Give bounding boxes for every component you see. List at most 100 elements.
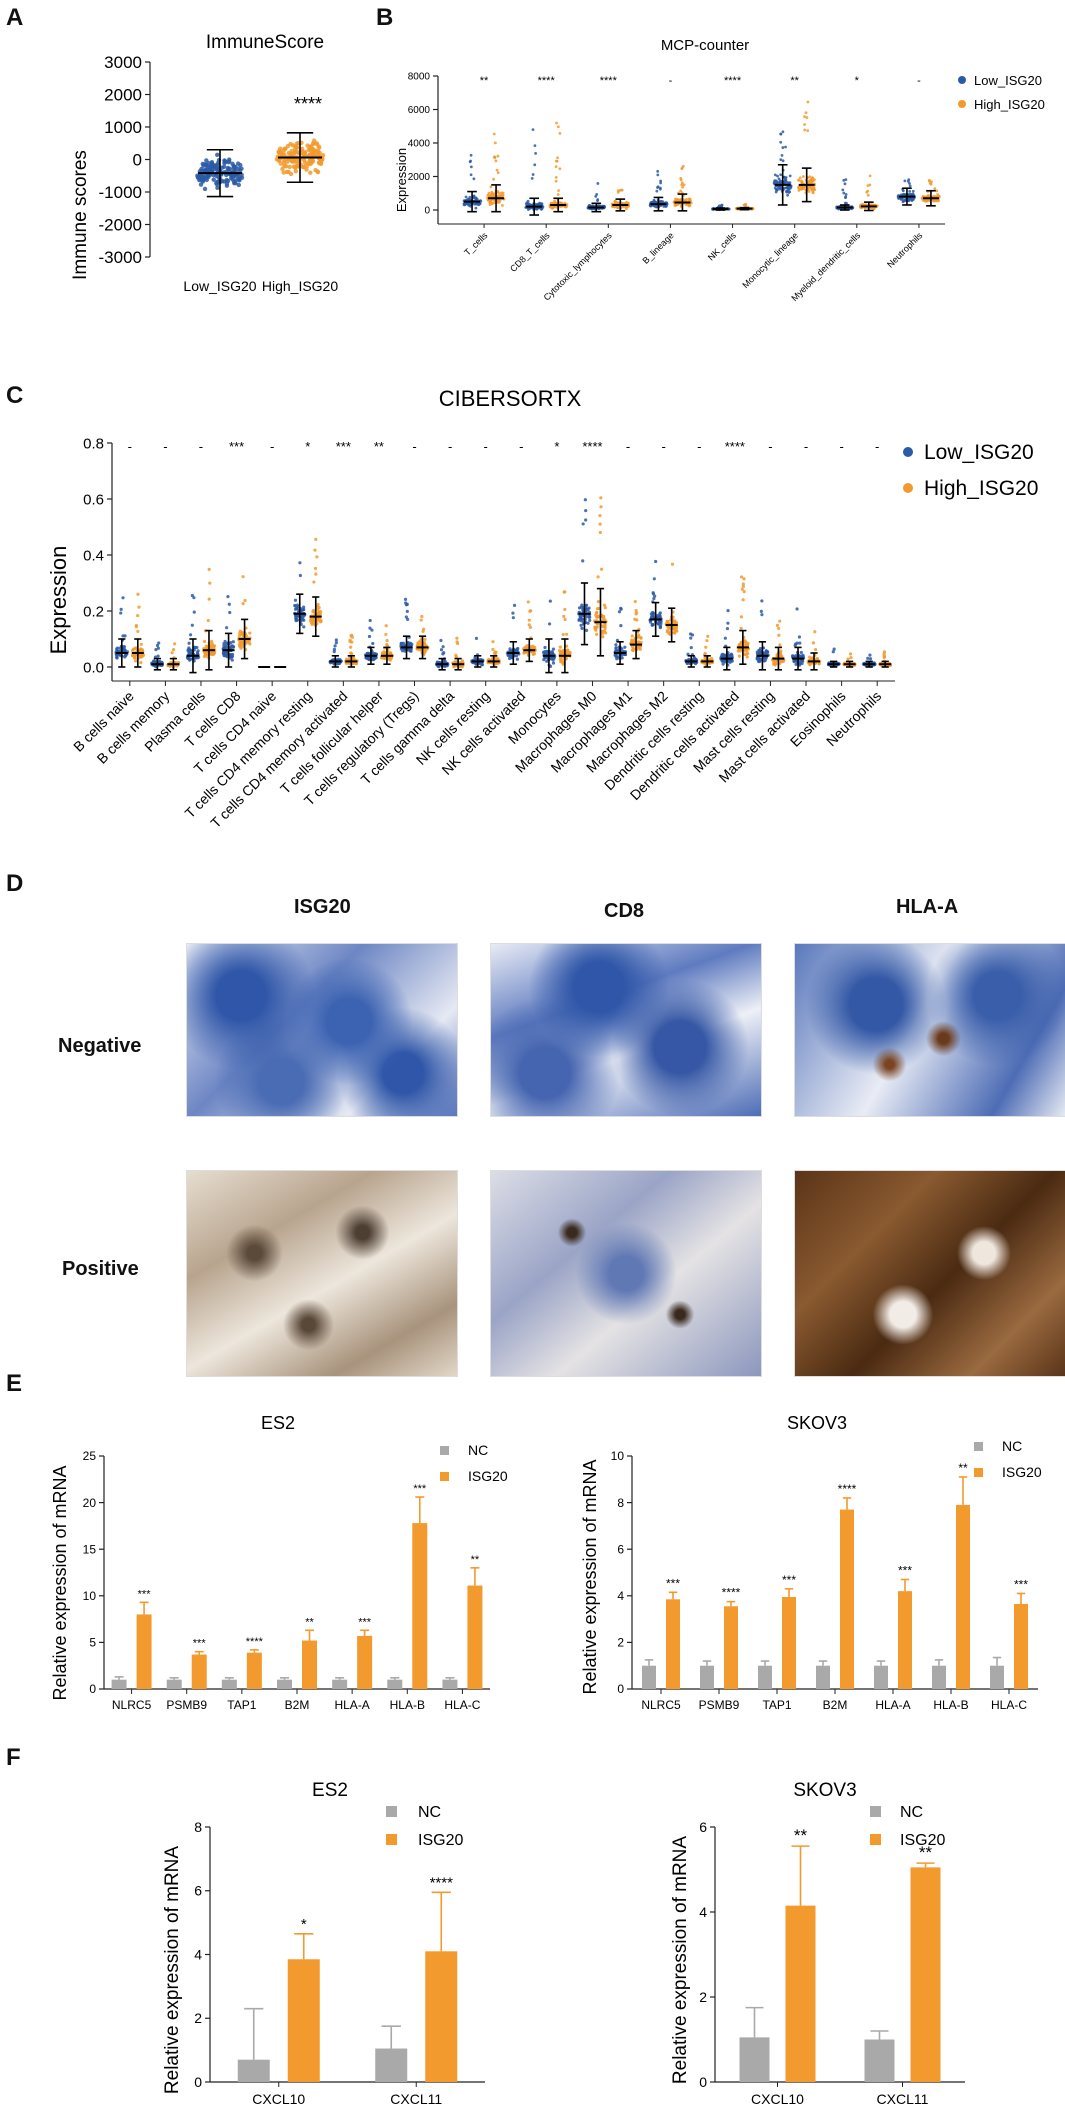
data-point <box>910 198 914 202</box>
x-tick-label: CXCL11 <box>877 2091 929 2104</box>
data-point <box>581 522 585 526</box>
data-point <box>757 656 761 660</box>
y-tick-label: 10 <box>611 1449 625 1463</box>
data-point <box>533 163 537 167</box>
data-point <box>778 643 782 647</box>
data-point <box>561 632 565 637</box>
data-point <box>310 617 314 621</box>
data-point <box>630 634 634 638</box>
data-point <box>659 179 663 183</box>
data-point <box>577 618 581 622</box>
y-tick-label: 6 <box>699 1819 707 1835</box>
data-point <box>551 647 556 651</box>
data-point <box>156 646 160 650</box>
data-point <box>788 181 792 185</box>
data-point <box>786 193 789 197</box>
chart-skov3-mrna: SKOV3 Relative expression of mRNA 0 2 4 6 8 1… <box>580 1413 1042 1712</box>
legend-low: Low_ISG20 <box>924 441 1034 464</box>
significance-label: **** <box>722 1586 741 1600</box>
y-axis-label: Expression <box>46 546 71 655</box>
data-point <box>779 179 782 183</box>
data-point <box>613 205 617 209</box>
x-tick-label: NLRC5 <box>112 1698 152 1712</box>
data-point <box>805 116 809 119</box>
y-tick-label: 0 <box>424 206 430 217</box>
data-point <box>475 197 479 201</box>
data-point <box>203 651 207 655</box>
data-point <box>467 204 471 207</box>
data-point <box>497 191 501 195</box>
data-point <box>804 111 808 115</box>
y-axis-label: Relative expression of mRNA <box>670 1836 691 2084</box>
data-point <box>139 649 144 653</box>
chart-title: CIBERSORTX <box>439 386 582 411</box>
data-point <box>558 645 562 649</box>
data-point <box>933 195 937 198</box>
data-point <box>241 601 245 606</box>
bar-nc <box>816 1665 830 1689</box>
data-point <box>632 640 636 645</box>
data-point <box>842 178 846 182</box>
bar-isg20 <box>302 1640 317 1689</box>
data-point <box>603 606 607 610</box>
data-point <box>619 624 623 628</box>
data-point <box>548 664 553 668</box>
significance-label: - <box>270 439 274 454</box>
data-point <box>208 581 212 585</box>
data-point <box>281 158 287 163</box>
data-point <box>800 180 804 184</box>
data-point <box>409 649 413 653</box>
data-point <box>598 513 602 518</box>
data-point <box>687 204 691 208</box>
data-point <box>798 176 802 180</box>
data-point <box>421 627 426 631</box>
y-tick-label: 1000 <box>104 118 142 137</box>
data-point <box>806 129 810 133</box>
data-point <box>556 125 560 129</box>
data-point <box>237 634 242 638</box>
data-point <box>843 201 847 205</box>
data-point <box>543 645 547 650</box>
data-point <box>288 171 294 177</box>
data-point <box>534 207 538 210</box>
data-point <box>287 164 292 170</box>
data-point <box>676 203 680 206</box>
data-point <box>530 176 534 180</box>
data-point <box>613 199 617 203</box>
panel-letter-d: D <box>6 870 24 897</box>
y-tick-label: 6 <box>617 1542 624 1556</box>
data-point <box>223 654 227 658</box>
bar-nc <box>387 1679 403 1689</box>
data-point <box>596 575 600 579</box>
data-point <box>681 185 685 189</box>
data-point <box>882 652 886 656</box>
data-point <box>319 619 323 623</box>
data-point <box>773 663 777 667</box>
data-point <box>486 198 490 202</box>
chart-es2-cxcl: ES2 Relative expression of mRNA 0 2 4 6 8 * CX… <box>162 1780 485 2104</box>
x-tick-label: TAP1 <box>227 1698 256 1712</box>
data-point <box>739 626 743 630</box>
data-point <box>556 193 560 196</box>
data-point <box>760 599 764 603</box>
data-point <box>192 596 196 600</box>
data-point <box>868 653 872 657</box>
data-point <box>315 169 321 175</box>
data-point <box>758 646 763 651</box>
data-point <box>671 625 676 629</box>
data-point <box>554 175 558 179</box>
bar-isg20 <box>840 1509 854 1689</box>
ihc-image-cd8-negative <box>490 943 762 1117</box>
data-point <box>808 175 812 179</box>
data-point <box>195 645 199 650</box>
data-point <box>596 182 600 185</box>
ihc-image-isg20-positive <box>186 1170 458 1377</box>
data-point <box>806 100 810 104</box>
data-point <box>759 609 763 613</box>
x-tick-label: HLA-B <box>390 1698 425 1712</box>
data-point <box>866 656 870 660</box>
data-point <box>134 646 138 650</box>
significance-label: ** <box>305 1616 314 1628</box>
data-point <box>469 159 472 163</box>
data-point <box>599 496 603 500</box>
